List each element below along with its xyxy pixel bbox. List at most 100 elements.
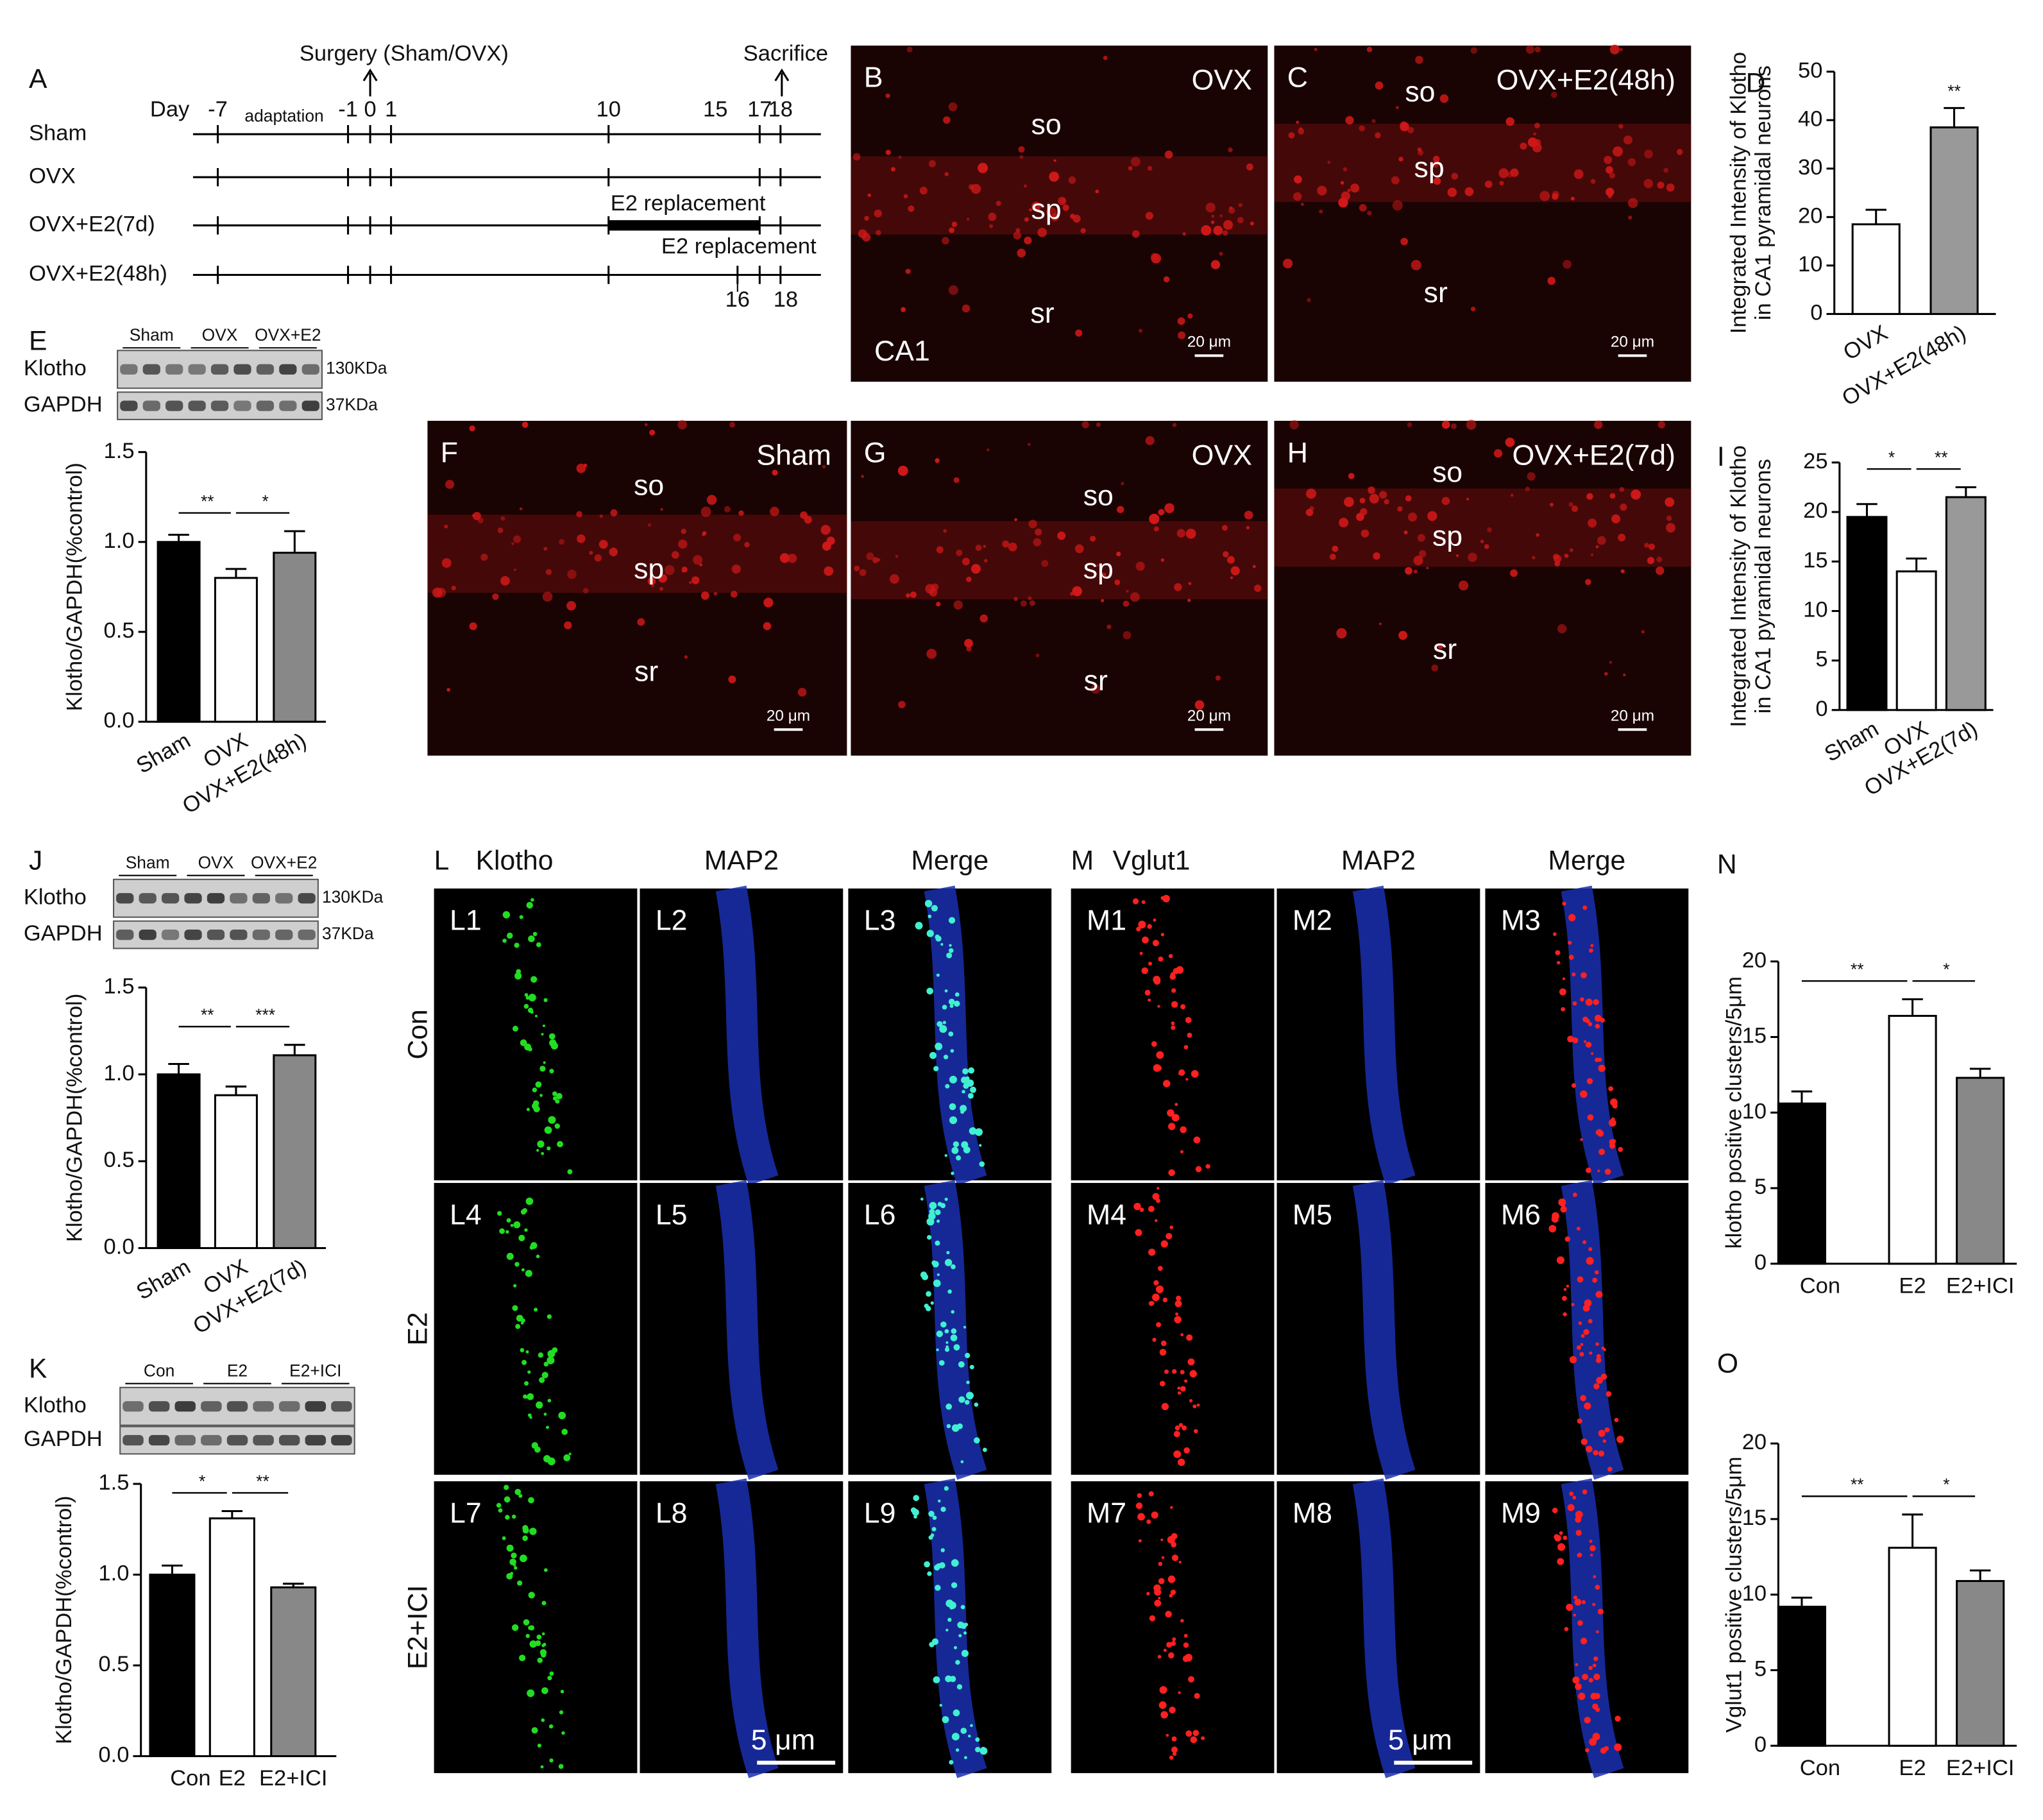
puncta [1593,999,1599,1005]
bar [1895,570,1937,711]
stain [1361,529,1369,538]
replacement-label: E2 replacement [661,234,817,259]
stain [979,614,988,623]
significance-label: ** [256,1472,269,1491]
stain [677,420,688,430]
stain [1631,489,1641,500]
puncta [1581,972,1587,978]
puncta [1172,1637,1176,1642]
puncta [1166,1733,1169,1737]
puncta [958,1361,965,1368]
stain [1415,56,1423,64]
puncta [498,1508,503,1513]
puncta [1169,1706,1176,1714]
puncta [1178,1069,1185,1076]
puncta [1169,1755,1174,1760]
blot-band [148,1434,170,1446]
puncta [1157,1654,1162,1659]
puncta [552,1347,558,1353]
x-tick-label: E2+ICI [1946,1274,2014,1298]
inset-label: L7 [450,1498,482,1529]
stain [1227,556,1235,564]
dendrite [924,885,987,1186]
stain [1451,173,1459,180]
stain [1238,203,1243,207]
stain [1288,132,1295,139]
section-title: OVX+E2(48h) [1496,65,1675,96]
stain [1153,526,1159,532]
puncta [535,1640,541,1646]
puncta [557,1141,563,1148]
stain [1030,600,1035,606]
puncta [529,1640,537,1648]
blot-band [207,929,225,940]
puncta [1563,1312,1567,1316]
puncta [1188,1676,1194,1683]
puncta [547,1676,552,1681]
y-tick-label: 10 [1803,598,1827,622]
puncta [932,1261,939,1268]
puncta [532,1100,539,1107]
puncta [1577,1553,1581,1558]
puncta [946,1424,951,1429]
stain [1018,146,1025,153]
puncta [1174,1425,1180,1431]
panel-letter: C [1287,62,1308,94]
stain [1507,171,1513,178]
stain [1013,597,1018,601]
stain [1623,673,1626,677]
puncta [1157,1266,1163,1271]
puncta [1152,1193,1160,1200]
stain [1395,106,1399,110]
puncta [1183,1447,1190,1454]
stain [1058,196,1067,206]
inset-label: L3 [864,905,896,937]
bar [149,1574,196,1758]
stain [1400,121,1408,129]
puncta [548,1033,555,1040]
puncta [514,1027,518,1032]
blot-band [210,364,229,375]
stain [1035,528,1042,536]
stain [824,566,834,576]
bar [208,1517,255,1758]
scale-label: 20 μm [1611,707,1654,724]
stain [577,534,586,543]
stain [594,554,602,562]
y-tick-label: 5 [1754,1657,1767,1681]
stain [1405,495,1412,502]
blot-band [123,1401,144,1412]
stain [706,495,717,505]
stain [962,557,970,566]
puncta [1551,1215,1559,1223]
stain [1403,530,1408,535]
puncta [548,1116,556,1124]
puncta [1153,978,1161,985]
stain [1244,511,1253,520]
puncta [1580,1343,1584,1347]
stain [1391,176,1400,185]
puncta [1158,1578,1165,1585]
puncta [1589,1540,1593,1544]
y-tick-label: 0 [1754,1732,1767,1756]
stain [1062,204,1069,211]
stain [953,477,960,483]
puncta [541,1687,548,1694]
replacement-label: E2 replacement [611,191,766,216]
puncta [1153,918,1157,922]
channel-label: Merge [1548,846,1625,876]
stain [1332,545,1339,552]
puncta [513,1221,521,1229]
stain [1096,564,1099,567]
stain [1405,566,1412,575]
puncta [529,1245,534,1250]
significance-label: * [199,1472,205,1491]
stain [901,307,906,312]
puncta [1568,914,1576,922]
stain [1028,520,1037,529]
stain [1254,584,1262,592]
blot-band [301,364,319,375]
stain [1458,580,1469,591]
bar [1888,1547,1937,1747]
puncta [1138,1515,1142,1519]
